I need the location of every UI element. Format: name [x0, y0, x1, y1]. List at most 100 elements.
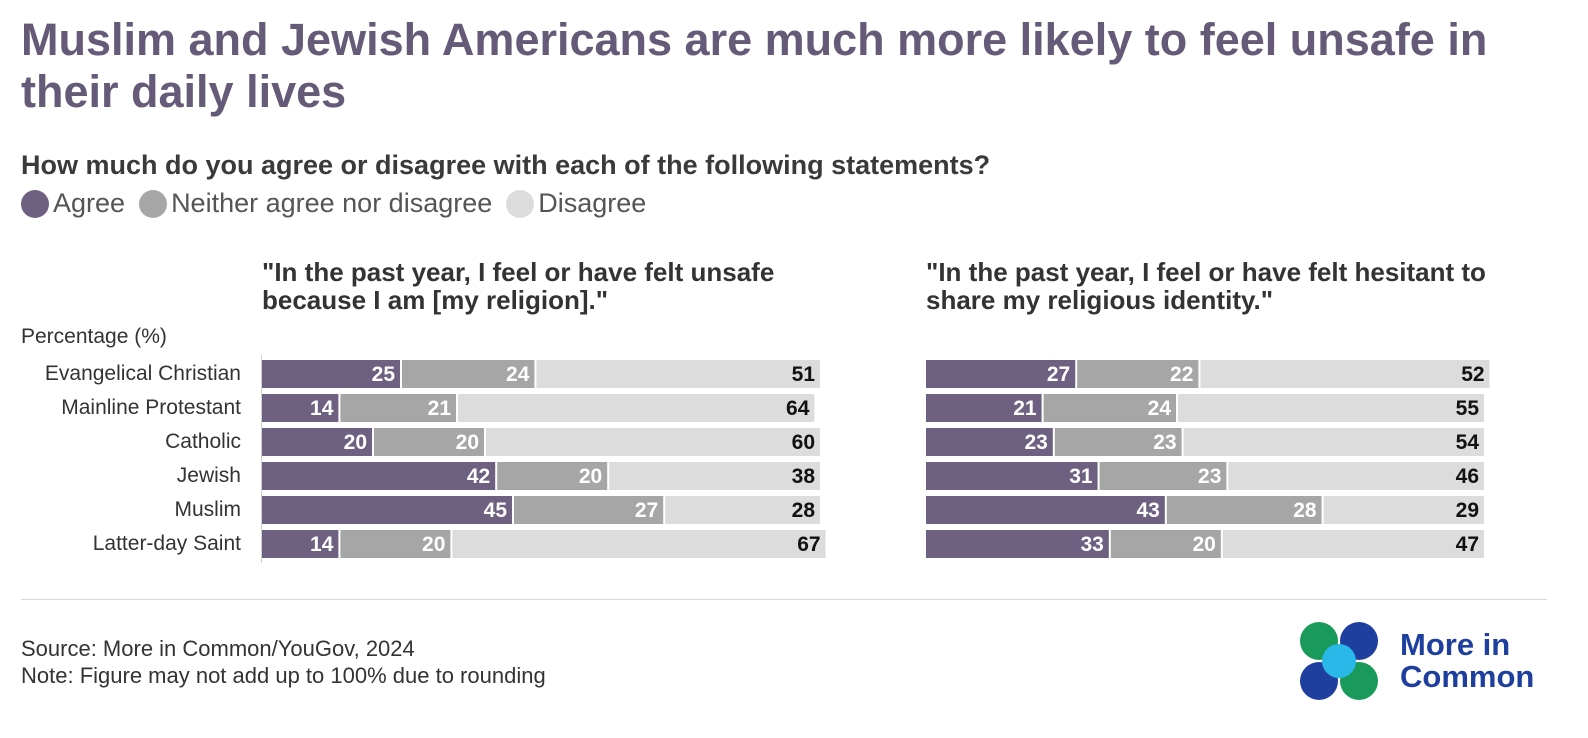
bar-hesitant-disagree-2 — [1183, 428, 1484, 456]
bar-unsafe-neither-2 — [374, 428, 484, 456]
bar-unsafe-disagree-2 — [486, 428, 820, 456]
bar-unsafe-agree-3 — [262, 462, 496, 490]
data-label-unsafe-agree-5: 14 — [310, 533, 334, 556]
source-note: Source: More in Common/YouGov, 2024 — [21, 636, 415, 661]
bar-hesitant-disagree-0 — [1200, 360, 1490, 388]
legend-item-agree: Agree — [21, 188, 125, 219]
bar-unsafe-neither-0 — [402, 360, 535, 388]
legend-swatch-disagree — [506, 189, 535, 218]
category-label-mainline: Mainline Protestant — [61, 396, 241, 419]
data-label-unsafe-neither-1: 21 — [428, 397, 452, 420]
data-label-hesitant-agree-1: 21 — [1013, 397, 1037, 420]
panel-title-unsafe: "In the past year, I feel or have felt u… — [262, 257, 775, 315]
data-label-unsafe-disagree-5: 67 — [797, 533, 820, 556]
data-label-hesitant-neither-5: 20 — [1192, 533, 1215, 556]
rounding-note: Note: Figure may not add up to 100% due … — [21, 663, 546, 688]
axis-unit-label: Percentage (%) — [21, 325, 167, 348]
bar-hesitant-neither-2 — [1054, 428, 1182, 456]
bar-unsafe-agree-0 — [262, 360, 400, 388]
data-label-unsafe-disagree-2: 60 — [792, 431, 815, 454]
category-label-jewish: Jewish — [176, 464, 241, 487]
bar-unsafe-disagree-4 — [665, 496, 820, 524]
bar-hesitant-neither-4 — [1166, 496, 1322, 524]
data-label-hesitant-disagree-1: 55 — [1456, 397, 1480, 420]
bar-hesitant-neither-1 — [1043, 394, 1176, 422]
data-label-unsafe-agree-0: 25 — [372, 363, 396, 386]
data-label-hesitant-disagree-2: 54 — [1456, 431, 1480, 454]
data-label-unsafe-disagree-4: 28 — [792, 499, 816, 522]
data-label-hesitant-disagree-4: 29 — [1456, 499, 1479, 522]
data-label-hesitant-disagree-3: 46 — [1456, 465, 1479, 488]
data-label-hesitant-neither-0: 22 — [1170, 363, 1193, 386]
data-label-hesitant-agree-2: 23 — [1024, 431, 1047, 454]
legend-item-neither: Neither agree nor disagree — [139, 188, 492, 219]
data-label-hesitant-agree-4: 43 — [1136, 499, 1159, 522]
bar-hesitant-neither-3 — [1099, 462, 1227, 490]
bar-hesitant-agree-1 — [926, 394, 1042, 422]
legend-swatch-neither — [139, 189, 168, 218]
more-in-common-logo: More in Common — [1298, 620, 1534, 702]
logo-mark-icon — [1300, 622, 1378, 700]
category-label-muslim: Muslim — [174, 498, 242, 521]
data-label-unsafe-agree-3: 42 — [467, 465, 490, 488]
bar-hesitant-agree-2 — [926, 428, 1053, 456]
bar-unsafe-disagree-1 — [458, 394, 815, 422]
bar-unsafe-neither-4 — [514, 496, 664, 524]
bar-hesitant-neither-5 — [1110, 530, 1221, 558]
data-label-hesitant-agree-3: 31 — [1069, 465, 1093, 488]
bar-hesitant-neither-0 — [1077, 360, 1199, 388]
data-label-unsafe-neither-3: 20 — [579, 465, 602, 488]
panel-title-hesitant: "In the past year, I feel or have felt h… — [926, 257, 1486, 315]
bar-hesitant-agree-3 — [926, 462, 1098, 490]
data-label-unsafe-disagree-0: 51 — [792, 363, 816, 386]
chart-subtitle: How much do you agree or disagree with e… — [21, 150, 991, 180]
data-label-unsafe-agree-1: 14 — [310, 397, 334, 420]
data-label-unsafe-disagree-3: 38 — [792, 465, 816, 488]
data-label-hesitant-neither-1: 24 — [1148, 397, 1172, 420]
bar-hesitant-disagree-3 — [1228, 462, 1484, 490]
bar-unsafe-disagree-0 — [536, 360, 820, 388]
axis-line — [261, 355, 262, 563]
bar-unsafe-disagree-3 — [609, 462, 820, 490]
data-label-hesitant-agree-5: 33 — [1080, 533, 1103, 556]
chart-title: Muslim and Jewish Americans are much mor… — [21, 14, 1488, 117]
category-label-catholic: Catholic — [165, 430, 241, 453]
data-label-unsafe-neither-5: 20 — [422, 533, 445, 556]
data-label-hesitant-neither-4: 28 — [1293, 499, 1317, 522]
footer-divider — [21, 599, 1547, 600]
bar-hesitant-agree-4 — [926, 496, 1165, 524]
bar-hesitant-agree-5 — [926, 530, 1109, 558]
legend-label-disagree: Disagree — [538, 188, 647, 218]
data-label-hesitant-disagree-5: 47 — [1456, 533, 1479, 556]
data-label-hesitant-neither-2: 23 — [1153, 431, 1176, 454]
legend-swatch-agree — [21, 189, 49, 218]
bar-hesitant-disagree-1 — [1178, 394, 1484, 422]
bar-unsafe-neither-1 — [340, 394, 456, 422]
legend-label-agree: Agree — [53, 188, 126, 218]
category-label-evangelical: Evangelical Christian — [44, 362, 241, 385]
bar-unsafe-neither-3 — [497, 462, 608, 490]
data-label-hesitant-agree-0: 27 — [1047, 363, 1070, 386]
bar-unsafe-agree-1 — [262, 394, 339, 422]
category-label-latter-day-saint: Latter-day Saint — [92, 532, 241, 555]
data-label-unsafe-agree-2: 20 — [344, 431, 367, 454]
data-label-unsafe-neither-2: 20 — [456, 431, 479, 454]
legend-label-neither: Neither agree nor disagree — [171, 188, 493, 218]
logo-wordmark: More in Common — [1400, 629, 1534, 693]
data-label-unsafe-neither-4: 27 — [635, 499, 658, 522]
data-label-hesitant-neither-3: 23 — [1198, 465, 1221, 488]
bar-unsafe-neither-5 — [340, 530, 451, 558]
bar-hesitant-agree-0 — [926, 360, 1076, 388]
bar-unsafe-agree-2 — [262, 428, 372, 456]
data-label-hesitant-disagree-0: 52 — [1461, 363, 1484, 386]
bar-unsafe-disagree-5 — [452, 530, 826, 558]
data-label-unsafe-neither-0: 24 — [506, 363, 530, 386]
logo-text-line1: More in — [1400, 627, 1511, 662]
legend: Agree Neither agree nor disagree Disagre… — [21, 188, 660, 219]
bar-hesitant-disagree-4 — [1323, 496, 1484, 524]
bar-hesitant-disagree-5 — [1222, 530, 1484, 558]
data-label-unsafe-agree-4: 45 — [484, 499, 508, 522]
bar-unsafe-agree-4 — [262, 496, 512, 524]
logo-text-line2: Common — [1400, 659, 1535, 694]
